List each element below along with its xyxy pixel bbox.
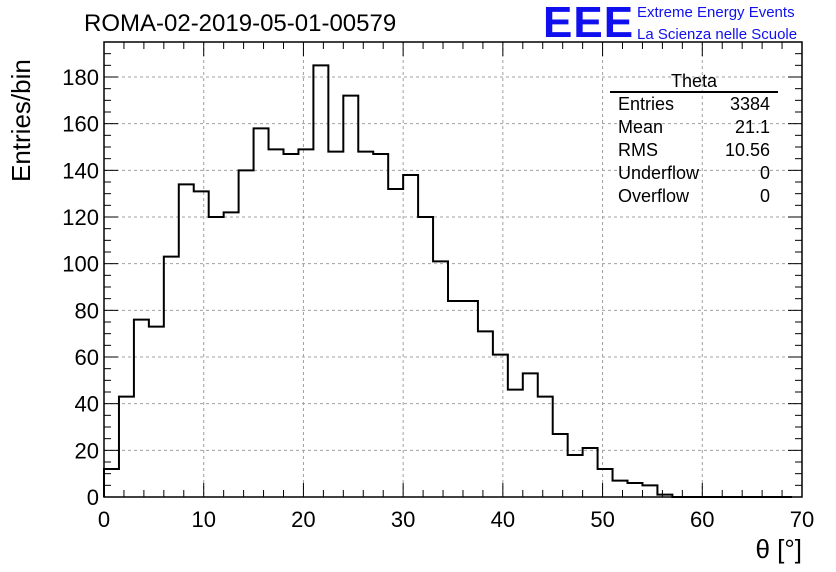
stats-row-mean: Mean 21.1 [610,116,778,139]
histogram-bin [209,217,224,497]
stats-label: Mean [618,117,664,137]
histogram-bin [179,184,194,497]
histogram-bin [254,128,269,497]
x-axis-label: θ [°] [755,534,802,564]
x-tick-label: 60 [690,507,714,532]
histogram-bin [328,152,343,497]
stats-value: 10.56 [724,140,770,160]
x-tick-label: 40 [491,507,515,532]
stats-row-underflow: Underflow 0 [610,162,778,185]
y-tick-label: 0 [87,485,99,510]
stats-value: 21.1 [734,117,770,137]
x-tick-label: 0 [98,507,110,532]
histogram-bin [598,469,613,497]
logo-text-line2: La Scienza nelle Scuole [637,26,798,43]
histogram-bin [463,301,478,497]
histogram-bin [538,397,553,497]
stats-box: Theta Entries 3384 Mean 21.1 RMS 10.56 U… [610,72,778,208]
y-tick-label: 20 [75,438,99,463]
histogram-bin [239,170,254,497]
histogram-bin [403,175,418,497]
eee-logo-mark: EEE [543,0,635,47]
histogram-bin [358,152,373,497]
histogram-bin [523,373,538,497]
stats-row-entries: Entries 3384 [610,93,778,116]
plot-frame [103,41,803,498]
histogram-bin [149,327,164,497]
page-title: ROMA-02-2019-05-01-00579 [84,10,397,37]
logo-text-line1: Extreme Energy Events [637,4,795,21]
histogram-bin [104,469,119,497]
histogram-bin [194,191,209,497]
histogram-bin [642,485,657,497]
histogram-bin [508,390,523,497]
histogram-bin [568,455,583,497]
histogram-bin [343,96,358,497]
histogram-bin [418,217,433,497]
y-tick-label: 140 [62,158,99,183]
histogram-bin [478,331,493,497]
y-tick-label: 120 [62,205,99,230]
stats-title: Theta [610,72,778,93]
histogram-bin [373,154,388,497]
stats-value: 3384 [729,94,770,114]
histogram-bin [613,481,628,497]
histogram-outline [103,64,793,498]
histogram-bin [628,483,643,497]
y-tick-label: 40 [75,392,99,417]
histogram-bin [448,301,463,497]
histogram-bin [269,149,284,497]
stats-value: 0 [759,186,770,206]
stats-label: Entries [618,94,675,114]
stats-label: Overflow [618,186,690,206]
x-tick-label: 30 [391,507,415,532]
x-tick-label: 70 [790,507,814,532]
histogram-bin [553,434,568,497]
histogram-bin [493,355,508,497]
histogram-bin [313,65,328,497]
histogram-bin [583,448,598,497]
histogram-bin [224,212,239,497]
y-tick-label: 100 [62,252,99,277]
y-tick-label: 160 [62,112,99,137]
y-tick-label: 60 [75,345,99,370]
histogram-bin [433,261,448,497]
histogram-bin [119,397,134,497]
histogram-bin [298,149,313,497]
histogram-bin [134,320,149,497]
stats-row-rms: RMS 10.56 [610,139,778,162]
stats-label: RMS [618,140,658,160]
stats-label: Underflow [618,163,700,183]
x-tick-label: 20 [291,507,315,532]
y-axis-label: Entries/bin [6,59,36,182]
stats-value: 0 [759,163,770,183]
histogram-bin [164,257,179,497]
stats-row-overflow: Overflow 0 [610,185,778,208]
y-tick-label: 80 [75,298,99,323]
histogram-bin [283,154,298,497]
y-tick-label: 180 [62,65,99,90]
x-tick-label: 10 [191,507,215,532]
histogram-bin [388,189,403,497]
x-tick-label: 50 [590,507,614,532]
